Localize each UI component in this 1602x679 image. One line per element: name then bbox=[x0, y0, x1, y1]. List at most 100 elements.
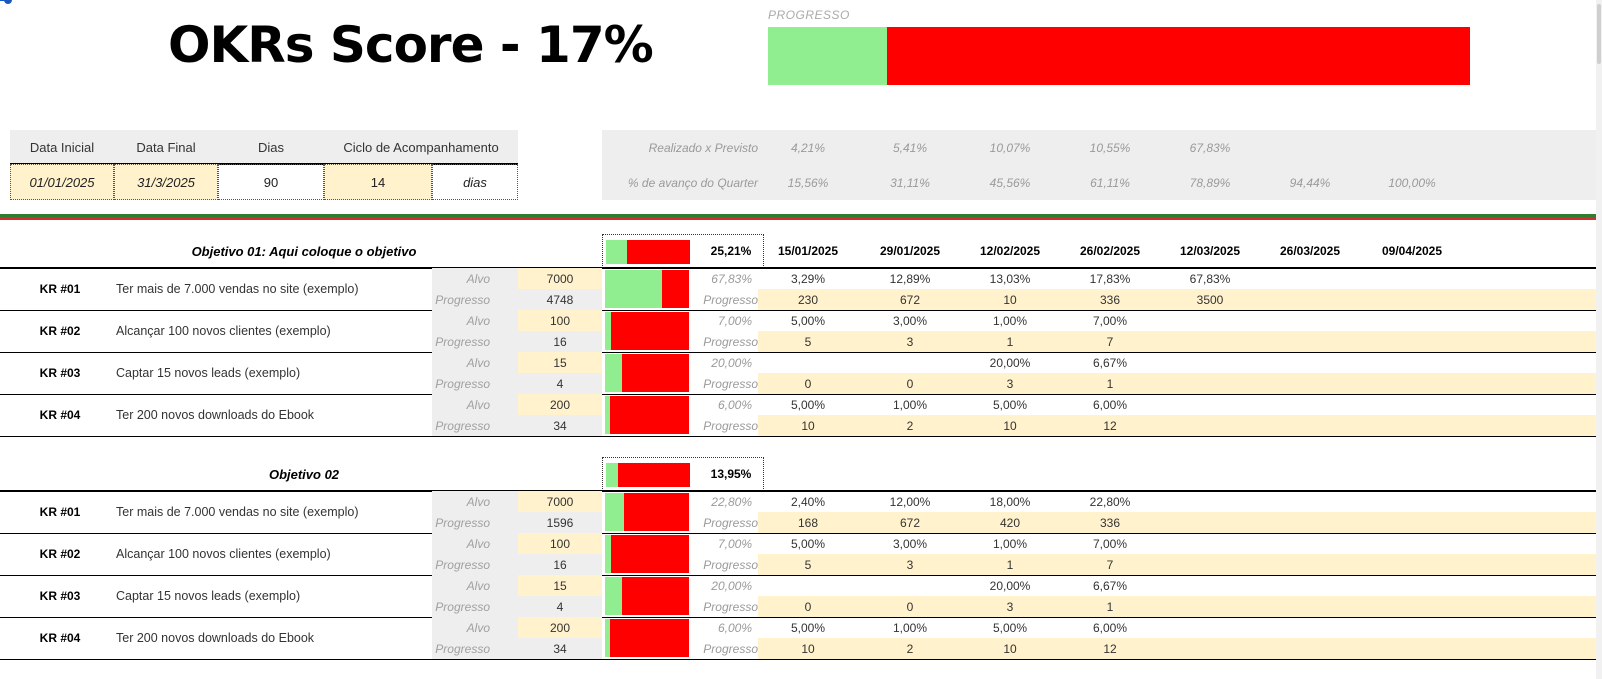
objective-1-kr-2-id: KR #02 bbox=[39, 324, 81, 338]
objective-1-kr-2-alvo-value[interactable]: 100 bbox=[518, 310, 602, 331]
objective-2-kr-3-period-value[interactable] bbox=[1260, 596, 1360, 617]
objective-2-kr-1-period-value[interactable]: 420 bbox=[999, 515, 1021, 530]
objective-2-kr-3-alvo-value[interactable]: 15 bbox=[518, 575, 602, 596]
objective-1-kr-1-alvo-value[interactable]: 7000 bbox=[518, 268, 602, 289]
objective-2-kr-3-period-value[interactable] bbox=[1160, 596, 1260, 617]
objective-1-kr-3-alvo-value[interactable]: 15 bbox=[518, 352, 602, 373]
objective-2-kr-3-period-value[interactable] bbox=[1362, 596, 1462, 617]
objective-2-kr-3-alvo-label: Alvo bbox=[432, 575, 490, 596]
objective-1-kr-3-period-value[interactable] bbox=[1160, 373, 1260, 394]
objective-1-kr-4-progresso-label: Progresso bbox=[432, 415, 490, 436]
objective-1-kr-2-period-value[interactable]: 7 bbox=[1106, 334, 1114, 349]
objective-2-kr-1-progresso-gap bbox=[490, 512, 518, 533]
objective-1-kr-1-period-value[interactable]: 3500 bbox=[1196, 292, 1224, 307]
objective-1-kr-3-period-value[interactable]: 3 bbox=[1006, 376, 1014, 391]
objective-2-kr-4-period-value[interactable] bbox=[1362, 638, 1462, 659]
objective-2-kr-3-period-value[interactable]: 1 bbox=[1106, 599, 1114, 614]
objective-1-kr-2-period-value[interactable]: 3 bbox=[906, 334, 914, 349]
objective-2-score-box: 13,95% bbox=[602, 457, 764, 491]
objective-1-kr-1-period-value[interactable]: 230 bbox=[797, 292, 819, 307]
objective-2-kr-2-period-value[interactable]: 7 bbox=[1106, 557, 1114, 572]
objective-1-kr-4-period-value[interactable]: 10 bbox=[801, 418, 815, 433]
objective-2-kr-1-period-value[interactable]: 336 bbox=[1099, 515, 1121, 530]
objective-1-kr-4-period-value[interactable] bbox=[1160, 415, 1260, 436]
objective-1-kr-2-period-pct bbox=[1160, 310, 1260, 331]
objective-2-kr-2-period-value[interactable] bbox=[1160, 554, 1260, 575]
objective-1-kr-3-progresso-value[interactable]: 4 bbox=[518, 373, 602, 394]
objective-2-kr-4-period-value[interactable]: 10 bbox=[801, 641, 815, 656]
summary-avanco-value: 100,00% bbox=[1388, 175, 1436, 190]
objective-1-kr-1-progresso-value[interactable]: 4748 bbox=[518, 289, 602, 310]
objective-2-kr-4-progress-band bbox=[758, 638, 1602, 659]
objective-2-kr-2-period-value[interactable]: 3 bbox=[906, 557, 914, 572]
objective-1-kr-1-period-value[interactable]: 10 bbox=[1003, 292, 1017, 307]
objective-1-kr-1-period-pct: 13,03% bbox=[989, 271, 1031, 286]
objective-2-kr-1-period-value[interactable] bbox=[1160, 512, 1260, 533]
objective-1-kr-2-period-value[interactable]: 5 bbox=[804, 334, 812, 349]
objective-2-kr-4-alvo-value[interactable]: 200 bbox=[518, 617, 602, 638]
objective-2-kr-2-progresso-value[interactable]: 16 bbox=[518, 554, 602, 575]
objective-2-kr-4-period-value[interactable]: 2 bbox=[906, 641, 914, 656]
objective-1-kr-1-period-value[interactable] bbox=[1260, 289, 1360, 310]
objective-2-kr-3-period-value[interactable]: 0 bbox=[906, 599, 914, 614]
objective-1-kr-2-period-value[interactable] bbox=[1362, 331, 1462, 352]
ciclo-cell[interactable]: 14 bbox=[324, 164, 432, 200]
objective-2-kr-4-period-value[interactable] bbox=[1160, 638, 1260, 659]
data-final-cell[interactable]: 31/3/2025 bbox=[114, 164, 218, 200]
objective-1-kr-3-period-value[interactable] bbox=[1260, 373, 1360, 394]
objective-2-kr-1-period-pct bbox=[1160, 491, 1260, 512]
objective-1-kr-3-period-value[interactable]: 0 bbox=[906, 376, 914, 391]
objective-1-kr-4-progresso-value[interactable]: 34 bbox=[518, 415, 602, 436]
objective-1-kr-4-period-pct: 6,00% bbox=[1092, 397, 1128, 412]
objective-2-kr-1-period-value[interactable]: 672 bbox=[899, 515, 921, 530]
objective-2-kr-2-alvo-value[interactable]: 100 bbox=[518, 533, 602, 554]
objective-2-kr-2-progress-band bbox=[758, 554, 1602, 575]
objective-2-kr-1-alvo-value[interactable]: 7000 bbox=[518, 491, 602, 512]
objective-1-kr-2-period-value[interactable]: 1 bbox=[1006, 334, 1014, 349]
dias-cell[interactable]: 90 bbox=[218, 164, 324, 200]
objective-1-kr-4-period-value[interactable] bbox=[1260, 415, 1360, 436]
objective-1-title: Objetivo 01: Aqui coloque o objetivo bbox=[191, 243, 417, 259]
objective-1-kr-4-period-value[interactable]: 2 bbox=[906, 418, 914, 433]
vertical-scrollbar[interactable] bbox=[1596, 0, 1602, 679]
objective-1-kr-3-period-value[interactable]: 0 bbox=[804, 376, 812, 391]
objective-2-kr-1-period-value[interactable] bbox=[1260, 512, 1360, 533]
objective-2-kr-2-period-value[interactable]: 5 bbox=[804, 557, 812, 572]
objective-1-kr-2-progresso-value[interactable]: 16 bbox=[518, 331, 602, 352]
objective-2-kr-4-progresso-value[interactable]: 34 bbox=[518, 638, 602, 659]
objective-2-kr-1-period-value[interactable] bbox=[1362, 512, 1462, 533]
objective-2-kr-1-period-value[interactable]: 168 bbox=[797, 515, 819, 530]
objective-1-kr-3-progress-bar bbox=[605, 354, 689, 392]
objective-1-kr-3-period-value[interactable] bbox=[1362, 373, 1462, 394]
scrollbar-thumb[interactable] bbox=[1597, 4, 1601, 64]
objective-2-kr-3-period-value[interactable]: 0 bbox=[804, 599, 812, 614]
objective-2-kr-2-period-value[interactable] bbox=[1362, 554, 1462, 575]
objective-2-kr-3-progresso-value[interactable]: 4 bbox=[518, 596, 602, 617]
objective-2-kr-4-period-value[interactable]: 12 bbox=[1103, 641, 1117, 656]
objective-2-kr-4-period-value[interactable]: 10 bbox=[1003, 641, 1017, 656]
objective-2-kr-3-period-value[interactable]: 3 bbox=[1006, 599, 1014, 614]
objective-1-kr-4-period-value[interactable]: 10 bbox=[1003, 418, 1017, 433]
objective-1-kr-1-period-value[interactable] bbox=[1362, 289, 1462, 310]
objective-1-kr-3-period-pct bbox=[1160, 352, 1260, 373]
data-inicial-cell[interactable]: 01/01/2025 bbox=[10, 164, 114, 200]
objective-1-kr-2-period-value[interactable] bbox=[1160, 331, 1260, 352]
objective-1-kr-4-period-value[interactable]: 12 bbox=[1103, 418, 1117, 433]
objective-2-kr-2-period-value[interactable] bbox=[1260, 554, 1360, 575]
objective-1-kr-2-period-pct: 5,00% bbox=[790, 313, 826, 328]
objective-1-kr-2-period-value[interactable] bbox=[1260, 331, 1360, 352]
objective-2-kr-4-period-value[interactable] bbox=[1260, 638, 1360, 659]
objective-1-kr-4-alvo-value[interactable]: 200 bbox=[518, 394, 602, 415]
objective-2-kr-4-period-pct bbox=[1260, 617, 1360, 638]
objective-1-kr-4-period-value[interactable] bbox=[1362, 415, 1462, 436]
objective-1-kr-1-alvo-gap bbox=[490, 268, 518, 289]
date-header: 12/02/2025 bbox=[979, 244, 1041, 258]
objective-2-kr-2-period-value[interactable]: 1 bbox=[1006, 557, 1014, 572]
objective-2-kr-1-progresso-value[interactable]: 1596 bbox=[518, 512, 602, 533]
objective-1-kr-1-period-value[interactable]: 336 bbox=[1099, 292, 1121, 307]
objective-1-kr-1-period-value[interactable]: 672 bbox=[899, 292, 921, 307]
selection-handle-dot[interactable] bbox=[4, 0, 12, 4]
objective-1-kr-3-period-value[interactable]: 1 bbox=[1106, 376, 1114, 391]
objective-1-kr-1-progresso-tag: Progresso bbox=[703, 292, 758, 307]
objective-2-kr-4-description: Ter 200 novos downloads do Ebook bbox=[116, 631, 315, 645]
